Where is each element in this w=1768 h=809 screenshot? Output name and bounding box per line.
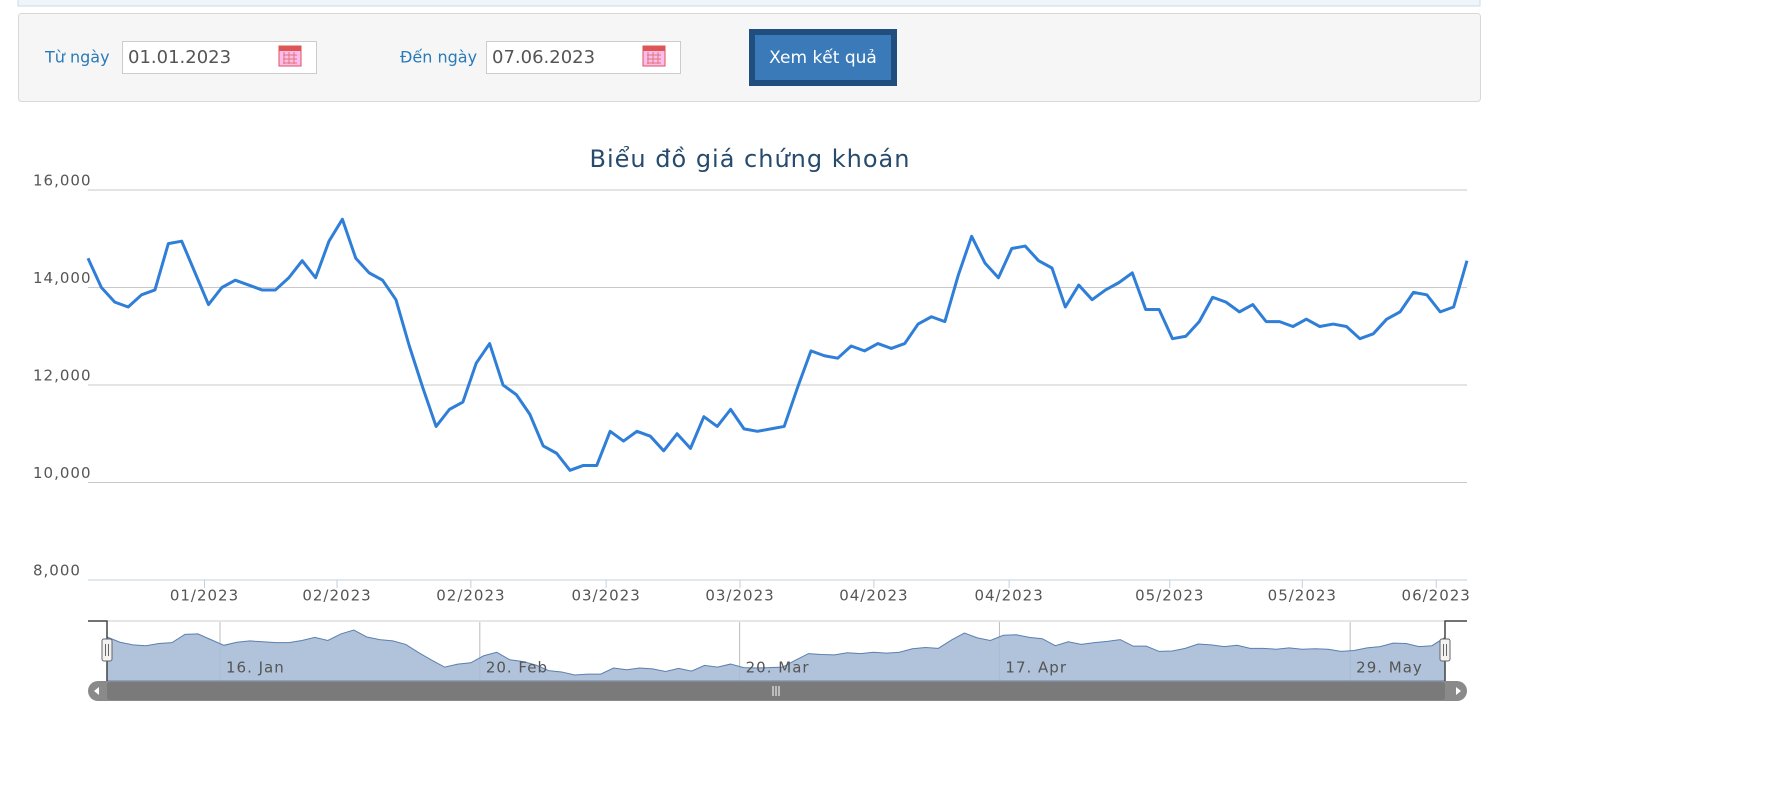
price-line xyxy=(86,217,1469,472)
x-tick-label: 05/2023 xyxy=(1135,587,1204,605)
button-label: Xem kết quả xyxy=(769,47,877,68)
y-tick-label: 14,000 xyxy=(33,269,92,287)
scroll-grip xyxy=(772,686,780,696)
y-tick-label: 16,000 xyxy=(33,172,92,190)
navigator-label: 17. Apr xyxy=(1005,659,1067,677)
from-label: Từ ngày xyxy=(44,48,110,67)
calendar-icon[interactable] xyxy=(278,45,302,67)
x-tick-label: 02/2023 xyxy=(436,587,505,605)
x-tick-label: 03/2023 xyxy=(705,587,774,605)
navigator-handle[interactable] xyxy=(1439,638,1451,662)
to-label: Đến ngày xyxy=(400,48,477,67)
navigator-handle[interactable] xyxy=(101,638,113,662)
top-panel xyxy=(17,0,1481,7)
navigator-label: 20. Mar xyxy=(746,659,810,677)
x-tick-label: 04/2023 xyxy=(974,587,1043,605)
from-value: 01.01.2023 xyxy=(128,47,231,68)
x-tick-label: 03/2023 xyxy=(571,587,640,605)
y-tick-label: 12,000 xyxy=(33,367,92,385)
y-tick-label: 10,000 xyxy=(33,464,92,482)
handle-grip xyxy=(1443,644,1447,656)
button-face xyxy=(755,35,891,80)
navigator-label: 16. Jan xyxy=(226,659,285,677)
y-tick-label: 8,000 xyxy=(33,562,81,580)
navigator-label: 20. Feb xyxy=(486,659,548,677)
to-value: 07.06.2023 xyxy=(492,47,595,68)
plot: 8,000 10,000 12,000 14,000 16,000 01/2023 02/2… xyxy=(33,172,1471,701)
navigator-area xyxy=(106,629,1446,682)
x-tick-label: 04/2023 xyxy=(839,587,908,605)
x-tick-label: 05/2023 xyxy=(1268,587,1337,605)
navigator-label: 29. May xyxy=(1356,659,1423,677)
x-tick-label: 06/2023 xyxy=(1402,587,1471,605)
chart-title: Biểu đồ giá chứng khoán xyxy=(590,145,911,173)
x-tick-label: 01/2023 xyxy=(170,587,239,605)
scroll-left-arrow[interactable] xyxy=(94,687,99,695)
scroll-right-arrow[interactable] xyxy=(1456,687,1461,695)
handle-grip xyxy=(105,644,109,656)
x-tick-label: 02/2023 xyxy=(302,587,371,605)
calendar-icon[interactable] xyxy=(642,45,666,67)
